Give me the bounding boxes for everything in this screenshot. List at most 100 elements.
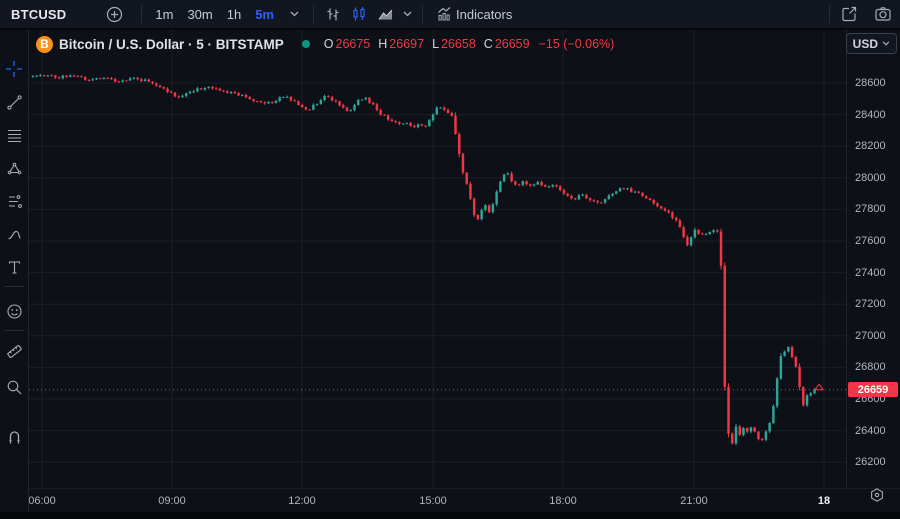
trend-line-tool-button[interactable] [5, 93, 23, 111]
candle-body [271, 102, 274, 104]
interval-5m[interactable]: 5m [255, 6, 274, 22]
candle-body [573, 198, 577, 200]
candle-body [278, 97, 281, 101]
interval-30m[interactable]: 30m [187, 6, 213, 22]
candle-body [465, 172, 468, 184]
candle-body [110, 78, 113, 80]
candle-body [57, 77, 61, 79]
candle-body [177, 96, 180, 98]
time-tick-label: 15:00 [419, 495, 447, 507]
axis-settings-button[interactable] [869, 487, 885, 503]
candle-body [345, 107, 349, 111]
candle-body [787, 347, 790, 352]
magnifier-icon [7, 380, 21, 394]
candle-body [143, 79, 147, 81]
candle-body [65, 75, 68, 77]
candle-body [214, 88, 218, 90]
market-status-dot-icon[interactable] [301, 40, 310, 48]
candle-body [506, 173, 510, 175]
toolbar-separator [4, 286, 24, 287]
toolbar-divider [422, 5, 423, 23]
price-axis[interactable]: USD 28600 28400 28200 28000 27800 27600 27400 2… [845, 30, 900, 488]
candle-body [147, 79, 151, 82]
fib-retracement-tool-button[interactable] [5, 126, 23, 144]
interval-1h[interactable]: 1h [226, 6, 242, 22]
publish-chart-button[interactable] [836, 2, 862, 26]
legend-ohlc-values: O 26675 H 26697 L 26658 C 26659 −15 (−0.06%) [324, 37, 615, 51]
brush-tool-button[interactable] [5, 225, 23, 243]
candle-body [783, 351, 786, 357]
candle-body [98, 78, 102, 80]
candle-body [555, 185, 558, 187]
ohlc-high-key: H [378, 37, 388, 51]
candle-body [155, 83, 158, 86]
crosshair-tool-button[interactable] [5, 60, 23, 78]
candle-body [323, 96, 326, 100]
screenshot-button[interactable] [870, 2, 896, 26]
candle-body [588, 198, 592, 201]
candle-body [723, 265, 726, 387]
candle-body [469, 183, 472, 199]
currency-selector-button[interactable]: USD [845, 33, 897, 54]
candle-body [794, 357, 798, 367]
candle-body [76, 75, 79, 77]
candles-icon [353, 7, 365, 21]
candle-body [368, 97, 371, 103]
candle-body [454, 115, 457, 134]
candle-body [218, 88, 222, 91]
candle-body [450, 113, 453, 116]
candle-body [484, 205, 487, 210]
compare-add-symbol-button[interactable] [101, 2, 127, 26]
indicators-button[interactable]: Indicators [429, 2, 519, 26]
candle-body [532, 184, 536, 186]
candle-body [334, 100, 338, 102]
candle-body [626, 188, 629, 190]
interval-dropdown-button[interactable] [281, 2, 307, 26]
toolbar-divider [829, 5, 830, 23]
candle-body [42, 75, 46, 77]
candle-body [398, 122, 401, 124]
candle-body [704, 234, 708, 235]
time-tick-label: 18 [817, 495, 831, 507]
candle-body [461, 153, 465, 173]
candle-body [731, 433, 734, 444]
chart-style-candles-button[interactable] [346, 2, 372, 26]
chart-style-area-button[interactable] [372, 2, 398, 26]
candle-body [581, 194, 584, 196]
forecast-tool-button[interactable] [5, 192, 23, 210]
zoom-tool-button[interactable] [5, 378, 23, 396]
legend-symbol-title[interactable]: Bitcoin / U.S. Dollar · 5 · BITSTAMP [59, 36, 284, 52]
candle-body [375, 104, 379, 110]
candle-body [136, 77, 139, 80]
toolbar-right-group [823, 0, 896, 28]
drawing-toolbar [0, 30, 29, 519]
candle-body [510, 173, 513, 182]
candle-body [502, 174, 506, 182]
candle-body [708, 232, 712, 234]
magnet-tool-button[interactable] [5, 428, 23, 446]
chart-style-dropdown-button[interactable] [398, 2, 416, 26]
candle-body [237, 93, 240, 96]
triangle-pattern-icon [7, 162, 21, 174]
interval-1m[interactable]: 1m [155, 6, 174, 22]
candle-body [678, 220, 682, 228]
time-tick-label: 06:00 [29, 495, 56, 507]
candle-body [394, 121, 397, 122]
candle-body [633, 191, 637, 193]
candle-body [383, 114, 386, 116]
candle-body [641, 192, 644, 197]
text-tool-button[interactable] [5, 258, 23, 276]
emoji-tool-button[interactable] [5, 302, 23, 320]
share-icon [842, 6, 857, 22]
chart-style-bars-button[interactable] [320, 2, 346, 26]
measure-tool-button[interactable] [5, 342, 23, 360]
pattern-tool-button[interactable] [5, 159, 23, 177]
time-axis[interactable]: 06:00 09:00 12:00 15:00 18:00 21:00 18 [29, 488, 900, 513]
ohlc-close-value: 26659 [494, 37, 530, 51]
ohlc-low-value: 26658 [441, 37, 476, 51]
candle-body [203, 88, 207, 90]
candle-body [656, 203, 659, 207]
symbol-button[interactable]: BTCUSD [0, 2, 73, 26]
candle-body [547, 186, 551, 188]
